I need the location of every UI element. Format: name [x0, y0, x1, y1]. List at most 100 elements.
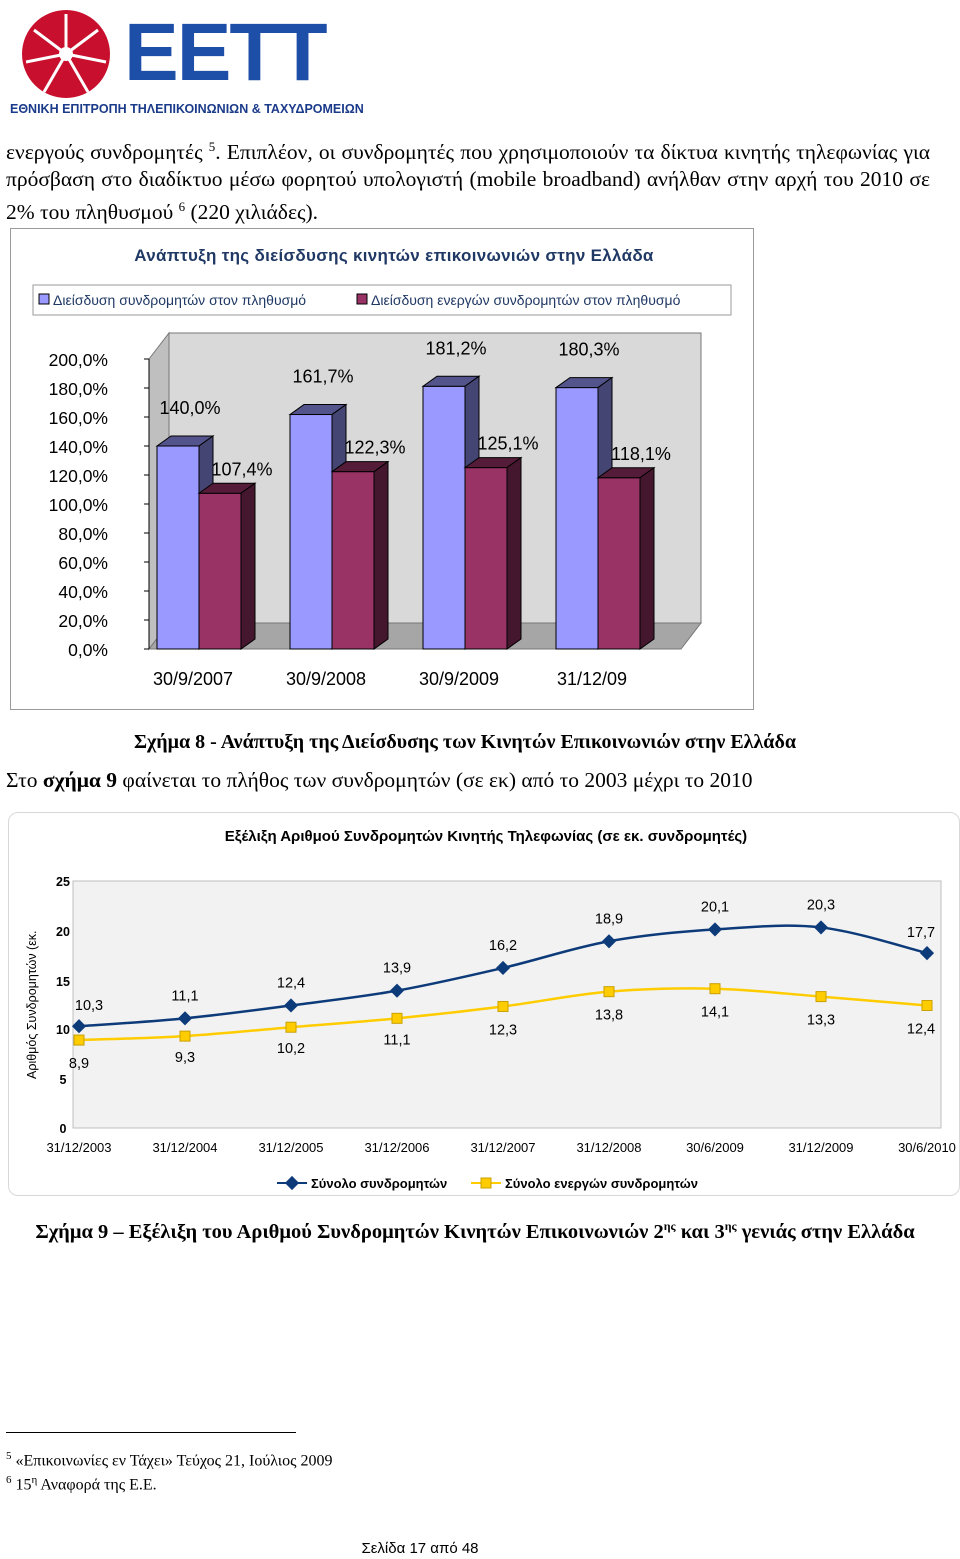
chart2-point [919, 946, 935, 961]
footnote-6-number: 6 [6, 1474, 12, 1486]
chart1-y-tick-label: 100,0% [49, 495, 108, 515]
chart2-x-tick-label: 30/6/2010 [898, 1140, 956, 1155]
chart2-x-tick-label: 31/12/2004 [152, 1140, 217, 1155]
chart1-data-label: 122,3% [344, 438, 405, 458]
chart2-point [179, 1030, 191, 1042]
chart1-x-tick-label: 30/9/2008 [286, 669, 366, 689]
legend-label-series1: Διείσδυση συνδρομητών στον πληθυσμό [53, 292, 306, 308]
org-name: ΕΘΝΙΚΗ ΕΠΙΤΡΟΠΗ ΤΗΛΕΠΙΚΟΙΝΩΝΙΩΝ & ΤΑΧΥΔΡ… [10, 102, 364, 116]
chart2-data-label: 18,9 [595, 911, 623, 927]
chart1-data-label: 181,2% [425, 338, 486, 358]
logo-wordmark: ΕΕΤΤ [124, 7, 328, 98]
legend-marker-active [480, 1177, 492, 1189]
legend-swatch-series2 [356, 293, 368, 305]
figure-9-caption: Σχήμα 9 – Εξέλιξη του Αριθμού Συνδρομητώ… [20, 1213, 930, 1246]
figure-8-caption: Σχήμα 8 - Ανάπτυξη της Διείσδυσης των Κι… [133, 731, 797, 753]
chart2-data-label: 12,3 [489, 1022, 517, 1038]
chart2-x-tick-label: 31/12/2006 [364, 1140, 429, 1155]
chart2-point [497, 1000, 509, 1012]
chart2-y-tick-label: 5 [60, 1073, 67, 1087]
chart2-data-label: 13,3 [807, 1013, 835, 1029]
chart2-data-label: 20,3 [807, 897, 835, 913]
line2-a: Στο [6, 768, 43, 792]
chart1-bar-side [506, 456, 522, 650]
chart2-x-tick-label: 31/12/2005 [258, 1140, 323, 1155]
chart1-legend [32, 284, 732, 316]
intro-text-a: ενεργούς συνδρομητές [6, 140, 209, 165]
chart2-data-label: 17,7 [907, 925, 935, 941]
footnote-6-sup: η [31, 1474, 38, 1486]
caption2-a: Σχήμα 9 – Εξέλιξη του Αριθμού Συνδρομητώ… [35, 1220, 664, 1243]
chart2-point [495, 960, 511, 976]
footnote-ref-5[interactable]: 5 [208, 139, 216, 154]
footnote-6-text-b: Αναφορά της Ε.Ε. [37, 1476, 157, 1494]
footnote-6: 6 15η Αναφορά της Ε.Ε. [6, 1474, 157, 1494]
chart2-data-label: 20,1 [701, 899, 729, 915]
penetration-bar-chart-svg: Ανάπτυξη της διείσδυσης κινητών επικοινω… [32, 246, 732, 689]
chart1-bar [422, 385, 466, 650]
chart2-data-label: 12,4 [277, 975, 305, 991]
footnote-5-text: «Επικοινωνίες εν Τάχει» Τεύχος 21, Ιούλι… [15, 1452, 333, 1470]
chart1-y-tick-label: 80,0% [58, 524, 108, 544]
chart1-y-tick-label: 140,0% [49, 437, 108, 457]
chart1-y-tick-label: 200,0% [49, 350, 108, 370]
chart1-y-tick-label: 160,0% [49, 408, 108, 428]
footnote-5: 5 «Επικοινωνίες εν Τάχει» Τεύχος 21, Ιού… [6, 1450, 332, 1470]
chart2-x-tick-label: 31/12/2007 [470, 1140, 535, 1155]
chart2-point [815, 991, 827, 1003]
chart2-point [391, 1012, 403, 1024]
footnote-separator [6, 1432, 296, 1433]
chart2-point [921, 999, 933, 1011]
chart1-x-tick-label: 30/9/2007 [153, 669, 233, 689]
chart1-bar-side [373, 460, 389, 650]
chart2-y-tick-label: 10 [56, 1023, 70, 1037]
chart2-data-label: 9,3 [175, 1050, 195, 1066]
intro-paragraph: ενεργούς συνδρομητές 5. Επιπλέον, οι συν… [6, 133, 930, 226]
logo: ΕΕΤΤ ΕΘΝΙΚΗ ΕΠΙΤΡΟΠΗ ΤΗΛΕΠΙΚΟΙΝΩΝΙΩΝ & Τ… [0, 0, 364, 125]
chart1-y-tick-label: 20,0% [58, 611, 108, 631]
chart2-data-label: 11,1 [383, 1032, 410, 1048]
chart1-bar [464, 467, 508, 650]
chart1-y-tick-label: 180,0% [49, 379, 108, 399]
chart2-data-label: 10,3 [75, 998, 103, 1014]
chart1-bar [331, 471, 375, 650]
legend-label-series2: Διείσδυση ενεργών συνδρομητών στον πληθυ… [371, 292, 681, 308]
legend-label-total: Σύνολο συνδρομητών [311, 1176, 447, 1191]
logo-emblem-icon [22, 10, 110, 98]
chart2-point [283, 998, 299, 1013]
chart2-y-tick-label: 0 [60, 1122, 67, 1136]
subscribers-line-chart-svg: Εξέλιξη Αριθμού Συνδρομητών Κινητής Τηλε… [25, 828, 956, 1191]
chart1-data-label: 118,1% [611, 444, 671, 464]
chart1-x-tick-label: 31/12/09 [557, 669, 627, 689]
chart1-x-tick-label: 30/9/2009 [419, 669, 499, 689]
chart2-point [285, 1021, 297, 1033]
chart2-data-label: 12,4 [907, 1021, 935, 1037]
chart1-y-tick-label: 0,0% [68, 640, 108, 660]
chart2-point [603, 986, 615, 998]
legend-marker-total [284, 1175, 300, 1191]
chart1-bar [289, 414, 333, 650]
chart1-bar [156, 445, 200, 650]
chart1-data-label: 107,4% [211, 459, 272, 479]
chart2-data-label: 10,2 [277, 1041, 305, 1057]
chart2-y-axis-label: Αριθμός Συνδρομητών (εκ. [25, 930, 39, 1079]
chart1-data-label: 161,7% [292, 367, 353, 387]
chart2-y-tick-label: 15 [56, 975, 70, 989]
chart1-bar [198, 492, 242, 650]
line2-c: φαίνεται το πλήθος των συνδρομητών (σε ε… [117, 768, 753, 792]
figure-9-intro: Στο σχήμα 9 φαίνεται το πλήθος των συνδρ… [6, 768, 753, 793]
page-footer: Σελίδα 17 από 48 [361, 1540, 479, 1557]
chart2-y-tick-label: 25 [56, 875, 70, 889]
caption2-c: γενιάς στην Ελλάδα [736, 1220, 915, 1243]
chart2-y-tick-label: 20 [56, 925, 70, 939]
footnote-5-number: 5 [6, 1450, 12, 1462]
chart1-y-tick-label: 40,0% [58, 582, 108, 602]
chart1-bar-side [639, 466, 655, 650]
footnote-ref-6[interactable]: 6 [178, 199, 186, 215]
caption2-sup1: ης [663, 1219, 676, 1233]
chart2-data-label: 13,8 [595, 1008, 623, 1024]
footnote-6-text-a: 15 [15, 1476, 32, 1494]
chart1-bar [555, 387, 599, 650]
chart2-data-label: 11,1 [171, 988, 198, 1004]
chart2-data-label: 8,9 [69, 1056, 89, 1072]
